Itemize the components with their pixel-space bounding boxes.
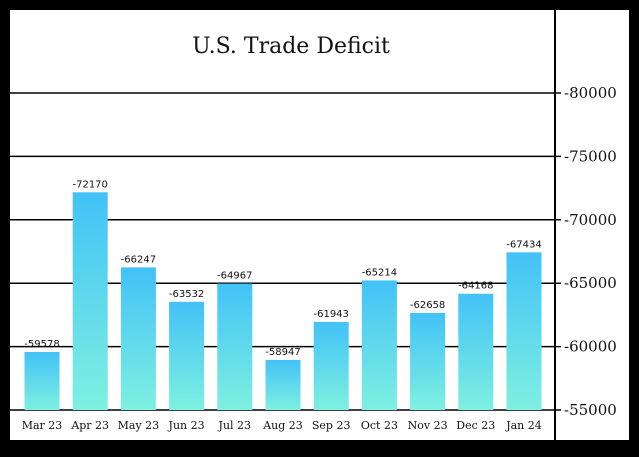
bars (24, 192, 542, 410)
value-label: -67434 (506, 239, 541, 250)
bar (458, 293, 494, 410)
category-label: Jan 24 (505, 419, 542, 432)
category-label: Oct 23 (361, 419, 398, 432)
bar (120, 267, 156, 410)
value-label: -72170 (72, 179, 107, 190)
value-label: -64967 (217, 271, 252, 282)
category-label: Aug 23 (262, 419, 303, 432)
value-label: -64168 (458, 281, 493, 292)
category-label: Sep 23 (312, 419, 351, 432)
value-label: -63532 (169, 289, 204, 300)
category-label: Jul 23 (218, 419, 252, 432)
chart-title: U.S. Trade Deficit (192, 34, 390, 59)
category-label: Mar 23 (22, 419, 63, 432)
bar (265, 359, 301, 410)
bar (217, 283, 253, 410)
bar (410, 312, 446, 410)
value-label: -66247 (121, 254, 156, 265)
value-label: -65214 (362, 267, 397, 278)
value-label: -62658 (410, 300, 445, 311)
category-label: Jun 23 (168, 419, 205, 432)
value-labels: -59578 -72170 -66247 -63532 -64967 -58947 -619… (24, 179, 541, 358)
category-label: Dec 23 (456, 419, 495, 432)
bar (169, 301, 205, 410)
y-tick-label: -75000 (564, 147, 617, 165)
bar (361, 280, 397, 410)
value-label: -61943 (313, 309, 348, 320)
y-axis-ticks: -55000 -60000 -65000 -70000 -75000 -80000 (564, 84, 617, 419)
y-tick-label: -80000 (564, 84, 617, 102)
value-label: -59578 (24, 339, 59, 350)
category-label: May 23 (118, 419, 160, 432)
bar (72, 192, 108, 410)
bar (313, 321, 349, 410)
y-tick-label: -60000 (564, 338, 617, 356)
y-tick-label: -65000 (564, 274, 617, 292)
axis-background (555, 10, 629, 440)
value-label: -58947 (265, 347, 300, 358)
y-tick-label: -55000 (564, 401, 617, 419)
bar (506, 252, 542, 410)
y-tick-label: -70000 (564, 211, 617, 229)
category-label: Apr 23 (70, 419, 109, 432)
bar (24, 351, 60, 410)
category-labels: Mar 23 Apr 23 May 23 Jun 23 Jul 23 Aug 23 Sep … (22, 419, 542, 432)
category-label: Nov 23 (408, 419, 448, 432)
